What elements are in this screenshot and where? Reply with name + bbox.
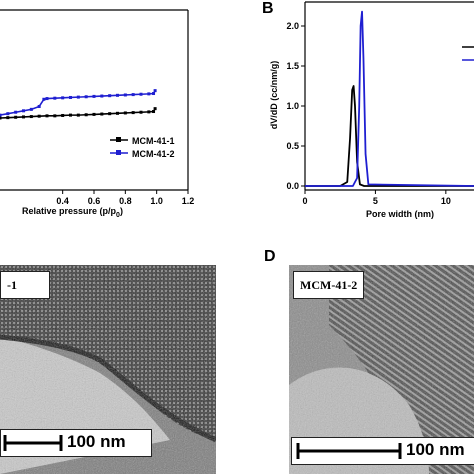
isotherm-point	[152, 92, 156, 96]
pore-xlabel: Pore width (nm)	[366, 209, 434, 219]
isotherm-xlabel: Relative pressure (p/p0)	[22, 206, 123, 219]
isotherm-point	[92, 94, 96, 98]
pore-x-tick-label: 10	[441, 196, 451, 206]
isotherm-point	[100, 94, 104, 98]
isotherm-point	[22, 109, 25, 113]
isotherm-point	[0, 116, 2, 120]
isotherm-point	[76, 95, 80, 99]
isotherm-point	[6, 116, 10, 120]
pore-legend	[462, 46, 474, 61]
isotherm-point	[100, 112, 104, 116]
isotherm-xlabel-end: )	[120, 206, 123, 216]
isotherm-point	[123, 111, 127, 115]
isotherm-point	[14, 110, 18, 114]
pore-distribution-chart: 0.0 0.5 1.0 1.5 2.0 0 5 10 dV/dD (cc/nm/g) Pore…	[269, 1, 474, 219]
isotherm-chart: 0.4 0.6 0.8 1.0 1.2 MCM-41-1 MCM-41-2 Relati…	[0, 9, 195, 219]
isotherm-point	[29, 107, 33, 111]
isotherm-point	[61, 113, 65, 117]
legend-label-mcm-41-1: MCM-41-1	[132, 136, 175, 146]
tem-image-d: MCM-41-2 100 nm	[289, 265, 474, 474]
isotherm-point	[69, 95, 72, 99]
isotherm-point	[61, 96, 65, 100]
scalebar-d: 100 nm	[291, 437, 474, 465]
scalebar-c-text: 100 nm	[67, 432, 126, 451]
isotherm-point	[0, 113, 2, 117]
isotherm-point	[153, 89, 157, 93]
isotherm-x-tick-label: 0.4	[56, 196, 69, 206]
isotherm-point	[37, 104, 41, 108]
isotherm-point	[45, 97, 49, 101]
isotherm-point	[153, 107, 157, 111]
pore-y-tick-label: 0.5	[286, 141, 299, 151]
isotherm-point	[108, 94, 112, 98]
pore-y-tick-label: 2.0	[286, 21, 299, 31]
pore-y-tick-label: 1.5	[286, 61, 299, 71]
panel-letter-b: B	[262, 0, 274, 17]
isotherm-point	[84, 113, 88, 117]
isotherm-x-tick-label: 0.6	[88, 196, 101, 206]
pore-x-tick-label: 0	[302, 196, 307, 206]
isotherm-legend: MCM-41-1 MCM-41-2	[110, 136, 175, 159]
isotherm-point	[139, 92, 143, 96]
scalebar-d-text: 100 nm	[406, 440, 465, 459]
isotherm-x-tick-label: 0.8	[119, 196, 132, 206]
legend-label-mcm-41-2: MCM-41-2	[132, 149, 175, 159]
isotherm-series-line-1	[0, 108, 156, 119]
pore-y-tick-label: 0.0	[286, 181, 299, 191]
isotherm-point	[152, 110, 156, 114]
isotherm-point	[45, 114, 49, 118]
isotherm-point	[131, 111, 135, 115]
isotherm-point	[22, 115, 25, 119]
isotherm-x-tick-label: 1.2	[182, 196, 195, 206]
isotherm-point	[123, 93, 127, 97]
tem-image-c: -1 100 nm	[0, 265, 216, 474]
isotherm-point	[92, 112, 96, 116]
isotherm-x-tick-label: 1.0	[150, 196, 163, 206]
isotherm-point	[69, 113, 72, 117]
isotherm-point	[116, 111, 119, 115]
pore-series-line-2	[305, 10, 474, 187]
isotherm-point	[147, 92, 151, 96]
isotherm-point	[29, 115, 33, 119]
isotherm-point	[53, 96, 57, 100]
panel-letter-d: D	[264, 248, 276, 265]
pore-x-tick-label: 5	[373, 196, 378, 206]
tem-label-d: MCM-41-2	[293, 271, 365, 299]
isotherm-point	[147, 110, 151, 114]
scalebar-c: 100 nm	[0, 429, 152, 457]
isotherm-point	[14, 115, 18, 119]
isotherm-point	[131, 93, 135, 97]
pore-y-tick-label: 1.0	[286, 101, 299, 111]
isotherm-point	[37, 114, 41, 118]
isotherm-point	[108, 112, 112, 116]
isotherm-point	[116, 93, 119, 97]
isotherm-point	[42, 97, 46, 101]
pore-series-line-1	[305, 85, 474, 187]
isotherm-point	[139, 110, 143, 114]
isotherm-xlabel-main: Relative pressure (p/p	[22, 206, 117, 216]
isotherm-point	[76, 113, 80, 117]
tem-label-c: -1	[0, 271, 50, 299]
isotherm-point	[53, 114, 57, 118]
isotherm-point	[6, 112, 10, 116]
isotherm-xlabel-sub: 0	[116, 212, 120, 219]
isotherm-point	[84, 95, 88, 99]
pore-ylabel: dV/dD (cc/nm/g)	[269, 61, 279, 130]
